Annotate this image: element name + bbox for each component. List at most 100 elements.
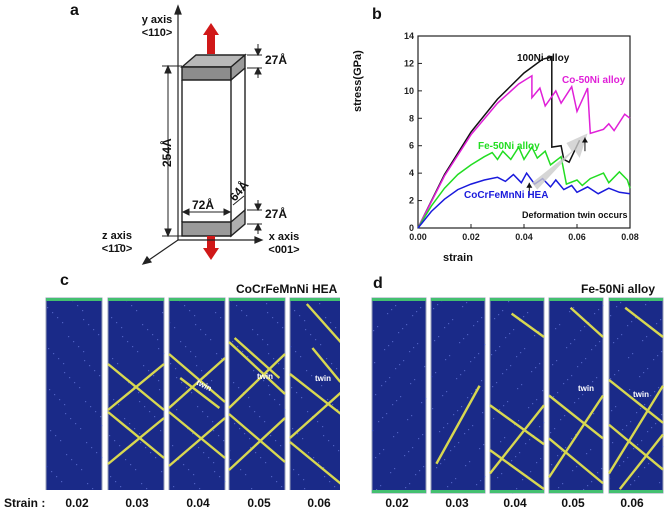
panel-d-atom-speck: [381, 385, 383, 387]
panel-c-atom-speck: [238, 387, 240, 389]
panel-d-atom-speck: [647, 431, 649, 433]
panel-d-atom-speck: [442, 395, 444, 397]
panel-c-atom-speck: [310, 334, 312, 336]
panel-c-atom-speck: [304, 320, 306, 322]
panel-c-slip-band: [289, 391, 340, 439]
panel-d-atom-speck: [525, 443, 527, 445]
panel-c-atom-speck: [247, 356, 249, 358]
trend-arrow-icon: [531, 133, 588, 190]
panel-d-slip-band: [489, 404, 545, 475]
panel-d-atom-speck: [564, 415, 566, 417]
panel-c-atom-speck: [322, 426, 324, 428]
panel-c-title: CoCrFeMnNi HEA: [236, 282, 338, 296]
panel-c-atom-speck: [144, 406, 146, 408]
panel-d-atom-speck: [506, 369, 508, 371]
panel-d-atom-speck: [509, 333, 511, 335]
panel-c-atom-speck: [276, 481, 278, 483]
panel-c-atom-speck: [87, 483, 89, 485]
panel-d-atom-speck: [474, 357, 476, 359]
panel-d-atom-speck: [411, 415, 413, 417]
panel-d-boundary-bottom: [431, 490, 485, 493]
panel-c-atom-speck: [292, 428, 294, 430]
x-tick-label: 0.00: [409, 232, 427, 242]
panel-d-atom-speck: [569, 311, 571, 313]
x-tick-label: 0.06: [568, 232, 586, 242]
panel-d-atom-speck: [651, 427, 653, 429]
panel-c-atom-speck: [221, 358, 223, 360]
panel-d-atom-speck: [507, 401, 509, 403]
panel-c-slip-band: [311, 347, 340, 383]
panel-d-atom-speck: [633, 448, 635, 450]
panel-c-atom-speck: [189, 310, 191, 312]
panel-c-atom-speck: [197, 406, 199, 408]
panel-c-strain-1: 0.02: [65, 496, 89, 510]
panel-d-atom-speck: [446, 391, 448, 393]
panel-c-atom-speck: [80, 428, 82, 430]
panel-c-atom-speck: [335, 327, 337, 329]
panel-c-atom-speck: [219, 476, 221, 478]
panel-c-atom-speck: [76, 464, 78, 466]
panel-d-atom-speck: [419, 470, 421, 472]
panel-c-atom-speck: [89, 365, 91, 367]
panel-d-title: Fe-50Ni alloy: [581, 282, 656, 296]
panel-c-atom-speck: [237, 346, 239, 348]
panel-c-atom-speck: [269, 394, 271, 396]
panel-d-atom-speck: [475, 389, 477, 391]
panel-d-atom-speck: [438, 336, 440, 338]
panel-c-atom-speck: [158, 348, 160, 350]
panel-d-atom-speck: [490, 454, 492, 456]
panel-c-atom-speck: [326, 358, 328, 360]
panel-d-atom-speck: [520, 352, 522, 354]
panel-d-atom-speck: [395, 368, 397, 370]
panel-c-atom-speck: [147, 329, 149, 331]
panel-c-slip-band: [305, 303, 340, 344]
panel-d-atom-speck: [647, 368, 649, 370]
panel-d-atom-speck: [502, 310, 504, 312]
panel-d-boundary-top: [431, 298, 485, 301]
y-tick-label: 14: [404, 31, 414, 41]
panel-d-atom-speck: [425, 398, 427, 400]
panel-d-slip-band: [618, 433, 664, 490]
panel-c-slip-band: [168, 353, 226, 403]
panel-d-atom-speck: [619, 465, 621, 467]
panel-c-atom-speck: [264, 421, 266, 423]
panel-d-atom-speck: [408, 451, 410, 453]
panel-d-atom-speck: [503, 405, 505, 407]
panel-d-atom-speck: [570, 343, 572, 345]
panel-c-boundary-top: [290, 298, 340, 301]
panel-d-atom-speck: [505, 337, 507, 339]
panel-d-atom-speck: [549, 400, 551, 402]
panel-c-atom-speck: [57, 317, 59, 319]
panel-c-atom-speck: [315, 339, 317, 341]
panel-d-atom-speck: [481, 380, 483, 382]
panel-c-atom-speck: [215, 312, 217, 314]
panel-c-atom-speck: [220, 317, 222, 319]
panel-d-atom-speck: [467, 397, 469, 399]
panel-c-atom-speck: [279, 404, 281, 406]
panel-d-atom-speck: [614, 374, 616, 376]
panel-c-atom-speck: [64, 372, 66, 374]
panel-c-atom-speck: [324, 476, 326, 478]
panel-c-atom-speck: [307, 411, 309, 413]
panel-d-atom-speck: [413, 347, 415, 349]
panel-c-atom-speck: [176, 409, 178, 411]
panel-c-atom-speck: [56, 476, 58, 478]
panel-d-atom-speck: [636, 412, 638, 414]
panel-d-atom-speck: [560, 419, 562, 421]
panel-d-slip-band: [569, 306, 604, 338]
panel-d-atom-speck: [640, 408, 642, 410]
panel-d-atom-speck: [623, 461, 625, 463]
panel-d-atom-speck: [434, 340, 436, 342]
panel-c-atom-speck: [132, 346, 134, 348]
panel-d-atom-speck: [447, 423, 449, 425]
panel-d-atom-speck: [436, 467, 438, 469]
panel-c-atom-speck: [159, 389, 161, 391]
panel-d-atom-speck: [524, 348, 526, 350]
chart-ylabel: stress(GPa): [352, 50, 364, 112]
panel-d-atom-speck: [398, 332, 400, 334]
panel-c-atom-speck: [69, 377, 71, 379]
twin-label-d2: twin: [633, 390, 649, 399]
panel-c-atom-speck: [120, 486, 122, 488]
panel-c-atom-speck: [328, 440, 330, 442]
panel-d-atom-speck: [372, 430, 374, 432]
